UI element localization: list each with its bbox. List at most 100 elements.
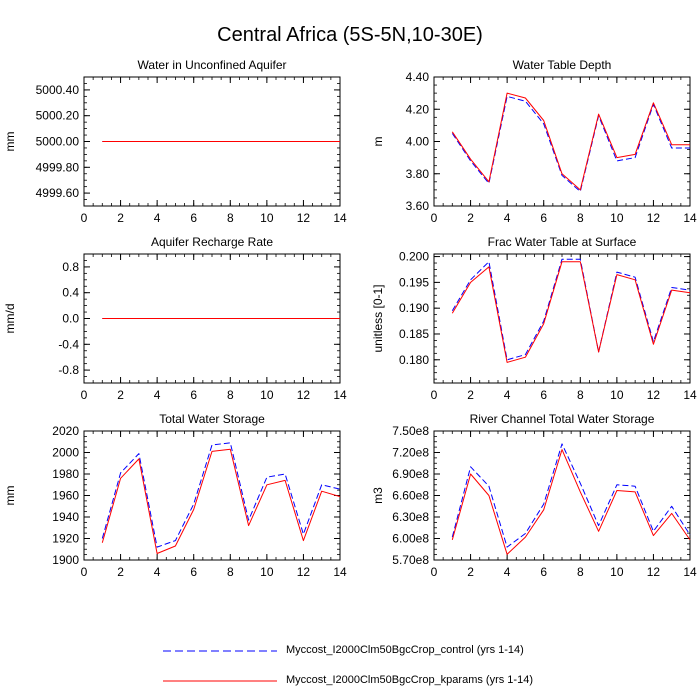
x-tick-label: 6: [190, 211, 197, 225]
x-tick-label: 12: [647, 211, 661, 225]
y-tick-label: 5000.00: [36, 135, 80, 149]
x-tick-label: 14: [683, 388, 697, 402]
x-tick-label: 0: [81, 388, 88, 402]
x-tick-label: 12: [647, 565, 661, 579]
x-tick-label: 14: [333, 211, 347, 225]
x-tick-label: 14: [333, 388, 347, 402]
x-tick-label: 6: [540, 388, 547, 402]
x-tick-label: 4: [504, 388, 511, 402]
x-tick-label: 2: [117, 388, 124, 402]
figure-title: Central Africa (5S-5N,10-30E): [217, 24, 483, 46]
y-tick-label: 1900: [52, 553, 79, 567]
y-tick-label: 6.30e8: [392, 510, 429, 524]
y-tick-label: -0.4: [58, 337, 79, 351]
chart-panel-6: 0 2 4 6 8 10 12 14 5.70e8 6.00e8 6.30e8 6.60e8 6.90e…: [371, 412, 697, 579]
panel-title: River Channel Total Water Storage: [470, 412, 655, 426]
chart-panel-2: 0 2 4 6 8 10 12 14 3.60 3.80 4.00 4.20 4.40 Water Tab…: [371, 58, 697, 225]
x-tick-label: 0: [431, 211, 438, 225]
y-axis-label: m: [371, 137, 385, 147]
y-tick-label: -0.8: [58, 363, 79, 377]
series-line-kparams: [101, 448, 341, 554]
y-tick-label: 0.0: [62, 312, 79, 326]
legend-label-control: Myccost_I2000Clm50BgcCrop_control (yrs 1…: [286, 644, 524, 656]
plot-frame: [433, 253, 691, 384]
y-tick-label: 2020: [52, 424, 79, 438]
x-tick-label: 0: [431, 565, 438, 579]
y-tick-label: 4999.80: [36, 160, 80, 174]
x-tick-label: 14: [683, 211, 697, 225]
legend-label-kparams: Myccost_I2000Clm50BgcCrop_kparams (yrs 1…: [286, 674, 533, 686]
x-tick-label: 4: [154, 565, 161, 579]
panel-title: Water in Unconfined Aquifer: [138, 58, 287, 72]
series-line-control: [451, 95, 690, 192]
x-tick-label: 6: [540, 211, 547, 225]
y-tick-label: 5000.20: [36, 109, 80, 123]
y-tick-label: 4.20: [406, 102, 430, 116]
y-tick-label: 3.60: [406, 199, 430, 213]
y-tick-label: 1940: [52, 510, 79, 524]
chart-panel-3: 0 2 4 6 8 10 12 14 -0.8 -0.4 0.0 0.4 0.8 Aquifer Rech…: [3, 235, 347, 402]
y-axis-label: mm/d: [3, 304, 17, 334]
chart-panels: 0 2 4 6 8 10 12 14 4999.60 4999.80 5000.00 5000.20 5…: [3, 58, 697, 579]
x-tick-label: 4: [504, 565, 511, 579]
x-tick-label: 0: [81, 211, 88, 225]
y-tick-label: 1960: [52, 489, 79, 503]
x-tick-label: 6: [190, 388, 197, 402]
series-line-control: [451, 443, 691, 548]
y-tick-label: 4.40: [406, 70, 430, 84]
y-tick-label: 0.190: [399, 301, 429, 315]
x-tick-label: 6: [190, 565, 197, 579]
legend: [163, 650, 277, 682]
x-tick-label: 2: [117, 211, 124, 225]
x-tick-label: 14: [683, 565, 697, 579]
series-line-control: [451, 258, 691, 361]
x-tick-label: 12: [297, 565, 311, 579]
x-tick-label: 0: [431, 388, 438, 402]
x-tick-label: 8: [577, 565, 584, 579]
series-line-control: [101, 442, 341, 548]
x-tick-label: 10: [260, 211, 274, 225]
y-tick-label: 0.8: [62, 260, 79, 274]
x-tick-label: 8: [227, 211, 234, 225]
x-tick-label: 6: [540, 565, 547, 579]
y-tick-label: 0.185: [399, 327, 429, 341]
y-tick-label: 4.00: [406, 135, 430, 149]
chart-panel-1: 0 2 4 6 8 10 12 14 4999.60 4999.80 5000.00 5000.20 5…: [3, 58, 347, 225]
y-tick-label: 1980: [52, 467, 79, 481]
y-tick-label: 1920: [52, 532, 79, 546]
series-line-kparams: [451, 449, 691, 555]
y-tick-label: 5.70e8: [392, 553, 429, 567]
x-tick-label: 2: [467, 211, 474, 225]
x-tick-label: 10: [260, 565, 274, 579]
y-axis-label: m3: [371, 487, 385, 504]
x-tick-label: 8: [227, 388, 234, 402]
x-tick-label: 2: [467, 388, 474, 402]
y-tick-label: 0.200: [399, 250, 429, 264]
panel-title: Aquifer Recharge Rate: [151, 235, 273, 249]
x-tick-label: 8: [577, 388, 584, 402]
plot-frame: [83, 430, 341, 561]
x-tick-label: 0: [81, 565, 88, 579]
y-tick-label: 6.60e8: [392, 489, 429, 503]
y-tick-label: 5000.40: [36, 83, 80, 97]
x-tick-label: 10: [260, 388, 274, 402]
x-tick-label: 10: [610, 211, 624, 225]
x-tick-label: 12: [647, 388, 661, 402]
y-tick-label: 4999.60: [36, 186, 80, 200]
y-axis-label: mm: [3, 132, 17, 152]
chart-panel-4: 0 2 4 6 8 10 12 14 0.180 0.185 0.190 0.195 0.200 Frac…: [371, 235, 697, 402]
plot-frame: [433, 76, 691, 207]
x-tick-label: 4: [504, 211, 511, 225]
y-tick-label: 0.195: [399, 275, 429, 289]
x-tick-label: 12: [297, 388, 311, 402]
x-tick-label: 8: [227, 565, 234, 579]
chart-panel-5: 0 2 4 6 8 10 12 14 1900 1920 1940 1960 1980 2000 2020 T…: [3, 412, 347, 579]
x-tick-label: 4: [154, 388, 161, 402]
y-tick-label: 6.00e8: [392, 532, 429, 546]
y-axis-label: unitless [0-1]: [371, 284, 385, 352]
y-tick-label: 0.180: [399, 353, 429, 367]
x-tick-label: 2: [467, 565, 474, 579]
x-tick-label: 4: [154, 211, 161, 225]
x-tick-label: 12: [297, 211, 311, 225]
